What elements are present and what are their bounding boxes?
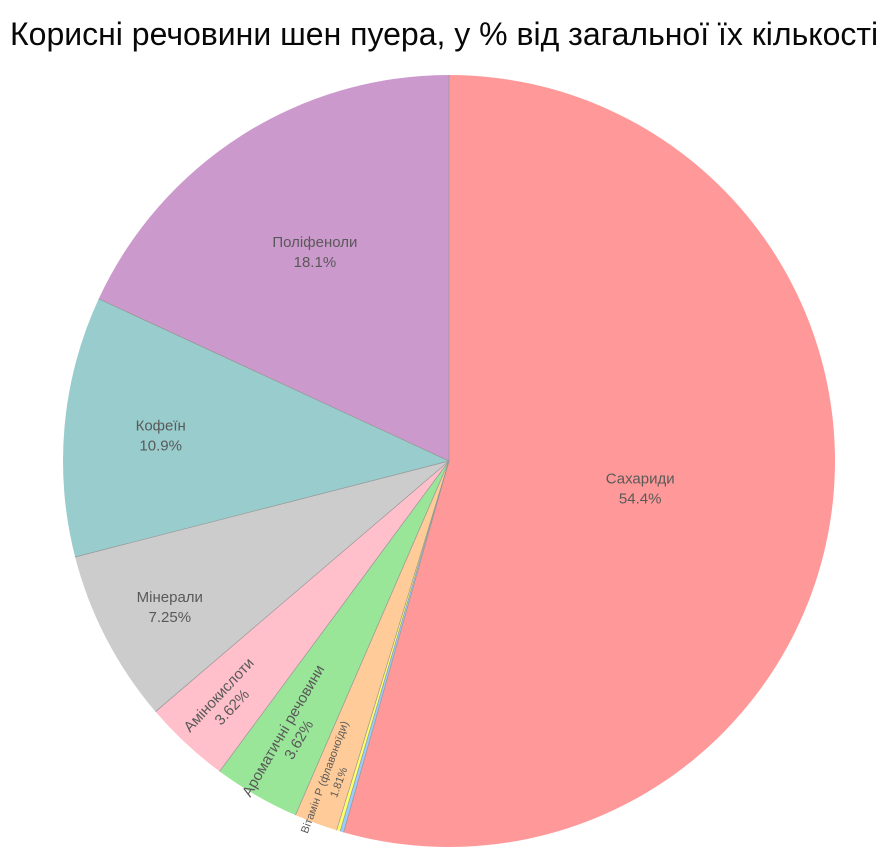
svg-text:Поліфеноли: Поліфеноли [272,234,357,251]
svg-text:18.1%: 18.1% [294,254,337,271]
svg-text:54.4%: 54.4% [619,491,662,508]
svg-text:10.9%: 10.9% [139,438,182,455]
svg-text:7.25%: 7.25% [149,609,192,626]
svg-text:Мінерали: Мінерали [137,589,203,606]
svg-text:Сахариди: Сахариди [606,471,675,488]
svg-text:Кофеїн: Кофеїн [136,418,186,435]
